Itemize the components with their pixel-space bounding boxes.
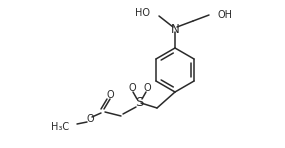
Text: O: O xyxy=(106,90,114,100)
Text: HO: HO xyxy=(135,8,150,18)
Text: OH: OH xyxy=(218,10,233,20)
Text: N: N xyxy=(171,22,179,36)
Text: S: S xyxy=(135,96,143,110)
Text: H₃C: H₃C xyxy=(51,122,69,132)
Text: O: O xyxy=(86,114,94,124)
Text: O: O xyxy=(128,83,136,93)
Text: O: O xyxy=(143,83,151,93)
